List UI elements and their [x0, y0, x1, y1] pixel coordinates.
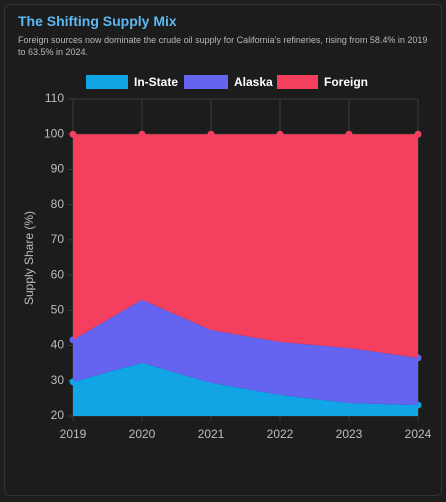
x-tick-label: 2021 [198, 427, 225, 441]
chart-subtitle: Foreign sources now dominate the crude o… [18, 35, 428, 57]
y-tick-label: 40 [51, 338, 65, 352]
area [73, 299, 418, 406]
y-tick-label: 80 [51, 197, 65, 211]
y-tick-label: 90 [51, 162, 65, 176]
x-tick-label: 2022 [267, 427, 294, 441]
point [207, 130, 215, 138]
point [69, 130, 77, 138]
y-tick-label: 20 [51, 408, 65, 422]
x-tick-label: 2020 [129, 427, 156, 441]
point [345, 130, 353, 138]
x-tick-label: 2019 [60, 427, 87, 441]
area [73, 134, 418, 358]
legend-swatch [277, 75, 318, 89]
y-tick-label: 30 [51, 373, 65, 387]
legend-swatch [86, 75, 128, 89]
area [73, 362, 418, 416]
legend-swatch [184, 75, 228, 89]
legend-label: Alaska [234, 75, 273, 89]
point [276, 130, 284, 138]
x-tick-label: 2024 [405, 427, 432, 441]
y-tick-label: 70 [51, 232, 65, 246]
point [414, 130, 422, 138]
legend-label: Foreign [324, 75, 368, 89]
y-tick-label: 50 [51, 303, 65, 317]
y-tick-label: 100 [44, 126, 64, 140]
y-tick-label: 110 [45, 91, 64, 105]
x-tick-label: 2023 [336, 427, 363, 441]
point [138, 130, 146, 138]
legend-label: In-State [134, 75, 178, 89]
y-tick-label: 60 [51, 267, 65, 281]
y-axis-label: Supply Share (%) [22, 211, 36, 305]
chart-title: The Shifting Supply Mix [18, 13, 177, 29]
